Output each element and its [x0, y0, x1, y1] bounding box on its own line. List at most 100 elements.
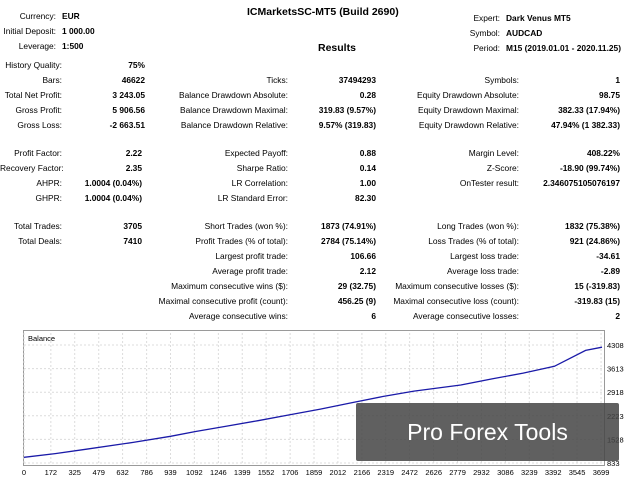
x-tick-label: 632	[116, 468, 129, 477]
balance-dd-abs-label: Balance Drawdown Absolute:	[179, 90, 288, 100]
profit-trades-value: 2784 (75.14%)	[321, 236, 376, 246]
gross-loss-label: Gross Loss:	[17, 120, 62, 130]
report-subtitle: Results	[318, 42, 356, 54]
x-tick-label: 1246	[210, 468, 227, 477]
x-tick-label: 3699	[593, 468, 610, 477]
x-tick-label: 2472	[401, 468, 418, 477]
x-tick-label: 3392	[545, 468, 562, 477]
balance-dd-rel-value: 9.57% (319.83)	[318, 120, 376, 130]
largest-loss-value: -34.61	[596, 251, 620, 261]
long-trades-label: Long Trades (won %):	[437, 221, 519, 231]
x-tick-label: 325	[68, 468, 81, 477]
gross-profit-label: Gross Profit:	[15, 105, 62, 115]
x-tick-label: 2626	[425, 468, 442, 477]
y-tick-label: 4308	[607, 341, 624, 350]
average-profit-value: 2.12	[359, 266, 376, 276]
equity-dd-abs-value: 98.75	[599, 90, 620, 100]
x-tick-label: 786	[140, 468, 153, 477]
y-tick-label: 833	[607, 459, 620, 468]
z-score-value: -18.90 (99.74%)	[559, 163, 620, 173]
equity-dd-max-value: 382.33 (17.94%)	[558, 105, 620, 115]
largest-loss-label: Largest loss trade:	[450, 251, 519, 261]
x-tick-label: 2012	[330, 468, 347, 477]
loss-trades-value: 921 (24.86%)	[569, 236, 620, 246]
avg-consec-losses-value: 2	[615, 311, 620, 321]
z-score-label: Z-Score:	[486, 163, 519, 173]
x-tick-label: 939	[164, 468, 177, 477]
avg-consec-losses-label: Average consecutive losses:	[413, 311, 519, 321]
maximal-consec-loss-value: -319.83 (15)	[574, 296, 620, 306]
x-tick-label: 1859	[306, 468, 323, 477]
ahpr-label: AHPR:	[36, 178, 62, 188]
symbol-value: AUDCAD	[506, 28, 543, 38]
ticks-value: 37494293	[338, 75, 376, 85]
balance-dd-max-value: 319.83 (9.57%)	[318, 105, 376, 115]
x-tick-label: 0	[22, 468, 26, 477]
chart-title: Balance	[28, 334, 56, 343]
max-consec-wins-value: 29 (32.75)	[337, 281, 376, 291]
sharpe-ratio-label: Sharpe Ratio:	[236, 163, 288, 173]
x-tick-label: 2932	[473, 468, 490, 477]
history-quality-label: History Quality:	[5, 60, 62, 70]
loss-trades-label: Loss Trades (% of total):	[428, 236, 519, 246]
x-tick-label: 2779	[449, 468, 466, 477]
total-deals-label: Total Deals:	[18, 236, 62, 246]
ticks-label: Ticks:	[266, 75, 288, 85]
max-consec-wins-label: Maximum consecutive wins ($):	[171, 281, 288, 291]
total-net-profit-label: Total Net Profit:	[4, 90, 62, 100]
balance-dd-max-label: Balance Drawdown Maximal:	[180, 105, 288, 115]
total-trades-label: Total Trades:	[14, 221, 62, 231]
recovery-factor-value: 2.35	[125, 163, 142, 173]
y-tick-label: 2918	[607, 388, 624, 397]
expected-payoff-label: Expected Payoff:	[224, 148, 288, 158]
equity-dd-rel-value: 47.94% (1 382.33)	[551, 120, 620, 130]
x-tick-label: 1552	[258, 468, 275, 477]
expert-value: Dark Venus MT5	[506, 13, 571, 23]
margin-level-label: Margin Level:	[468, 148, 519, 158]
x-tick-label: 1706	[282, 468, 299, 477]
balance-dd-abs-value: 0.28	[359, 90, 376, 100]
symbols-label: Symbols:	[484, 75, 519, 85]
x-tick-label: 1399	[234, 468, 251, 477]
x-tick-label: 3239	[521, 468, 538, 477]
expected-payoff-value: 0.88	[359, 148, 376, 158]
initial-deposit-label: Initial Deposit:	[3, 26, 56, 36]
max-consec-losses-value: 15 (-319.83)	[574, 281, 620, 291]
margin-level-value: 408.22%	[586, 148, 620, 158]
x-tick-label: 479	[92, 468, 105, 477]
gross-profit-value: 5 906.56	[112, 105, 145, 115]
initial-deposit-value: 1 000.00	[62, 26, 95, 36]
lr-correlation-label: LR Correlation:	[231, 178, 288, 188]
currency-label: Currency:	[19, 11, 56, 21]
balance-series-line	[23, 346, 603, 458]
max-consec-losses-label: Maximum consecutive losses ($):	[395, 281, 519, 291]
currency-value: EUR	[62, 11, 80, 21]
ahpr-value: 1.0004 (0.04%)	[84, 178, 142, 188]
x-tick-label: 1092	[186, 468, 203, 477]
maximal-consec-profit-label: Maximal consecutive profit (count):	[158, 296, 288, 306]
profit-factor-label: Profit Factor:	[14, 148, 62, 158]
period-value: M15 (2019.01.01 - 2020.11.25)	[506, 43, 622, 53]
ontester-result-value: 2.346075105076197	[543, 178, 620, 188]
report-title: ICMarketsSC-MT5 (Build 2690)	[247, 6, 399, 18]
short-trades-label: Short Trades (won %):	[204, 221, 288, 231]
largest-profit-value: 106.66	[350, 251, 376, 261]
recovery-factor-label: Recovery Factor:	[0, 163, 64, 173]
profit-factor-value: 2.22	[125, 148, 142, 158]
avg-consec-wins-value: 6	[371, 311, 376, 321]
profit-trades-label: Profit Trades (% of total):	[195, 236, 288, 246]
y-tick-label: 3613	[607, 365, 624, 374]
leverage-value: 1:500	[62, 41, 84, 51]
x-tick-label: 3086	[497, 468, 514, 477]
lr-std-error-label: LR Standard Error:	[217, 193, 288, 203]
total-trades-value: 3705	[123, 221, 142, 231]
x-tick-label: 2166	[354, 468, 371, 477]
equity-dd-abs-label: Equity Drawdown Absolute:	[417, 90, 519, 100]
bars-value: 46622	[121, 75, 145, 85]
long-trades-value: 1832 (75.38%)	[565, 221, 620, 231]
maximal-consec-loss-label: Maximal consecutive loss (count):	[393, 296, 519, 306]
equity-dd-rel-label: Equity Drawdown Relative:	[418, 120, 519, 130]
ontester-result-label: OnTester result:	[459, 178, 519, 188]
average-profit-label: Average profit trade:	[212, 266, 288, 276]
sharpe-ratio-value: 0.14	[359, 163, 376, 173]
